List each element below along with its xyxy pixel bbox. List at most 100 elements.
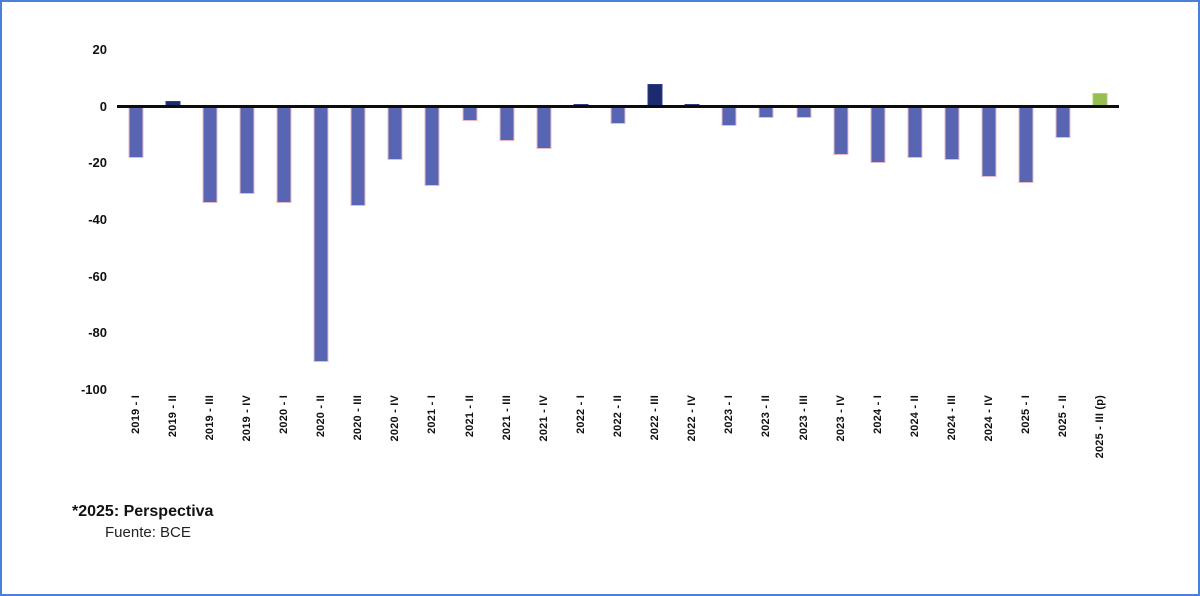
x-tick-cell: 2023 - III (785, 395, 822, 495)
bar (944, 106, 960, 161)
y-tick-label: -20 (88, 155, 107, 171)
bar-column (822, 50, 859, 390)
x-tick-cell: 2021 - I (414, 395, 451, 495)
bar (833, 106, 849, 155)
bar-column (896, 50, 933, 390)
x-tick-label: 2020 - III (352, 395, 365, 441)
x-tick-cell: 2025 - II (1045, 395, 1082, 495)
x-tick-cell: 2019 - IV (228, 395, 265, 495)
bar-column (1082, 50, 1119, 390)
bar-column (1008, 50, 1045, 390)
bar-column (228, 50, 265, 390)
x-tick-cell: 2024 - I (859, 395, 896, 495)
x-tick-label: 2022 - II (611, 395, 624, 438)
bar-column (785, 50, 822, 390)
bar (128, 106, 144, 158)
x-tick-cell: 2021 - II (451, 395, 488, 495)
bar-column (637, 50, 674, 390)
bar (276, 106, 292, 203)
x-tick-cell: 2022 - II (599, 395, 636, 495)
x-tick-label: 2020 - IV (389, 395, 402, 442)
bar-column (414, 50, 451, 390)
bar (536, 106, 552, 150)
x-tick-label: 2025 - II (1057, 395, 1070, 438)
bar-column (859, 50, 896, 390)
x-tick-label: 2024 - II (908, 395, 921, 438)
bar-column (1045, 50, 1082, 390)
bar (424, 106, 440, 186)
bar-column (599, 50, 636, 390)
bar-chart: 20 0 -20 -40 -60 -80 -100 2019 - I 2019 - II 201… (2, 42, 1198, 495)
bar (981, 106, 997, 178)
x-tick-label: 2024 - I (871, 395, 884, 434)
bar-column (488, 50, 525, 390)
bar (1018, 106, 1034, 184)
bar-column (748, 50, 785, 390)
x-tick-cell: 2024 - II (896, 395, 933, 495)
x-tick-cell: 2024 - III (933, 395, 970, 495)
bar-column (191, 50, 228, 390)
bar (796, 106, 812, 118)
x-tick-label: 2019 - III (203, 395, 216, 441)
bar (387, 106, 403, 161)
bar-column (377, 50, 414, 390)
bar (499, 106, 515, 141)
bar-column (154, 50, 191, 390)
x-tick-cell: 2019 - III (191, 395, 228, 495)
bar (239, 106, 255, 195)
x-tick-cell: 2020 - IV (377, 395, 414, 495)
bar-column (674, 50, 711, 390)
x-tick-label: 2021 - I (426, 395, 439, 434)
x-tick-label: 2022 - I (574, 395, 587, 434)
x-tick-label: 2023 - III (797, 395, 810, 441)
x-tick-cell: 2025 - III (p) (1082, 395, 1119, 495)
bar (870, 106, 886, 164)
x-tick-cell: 2022 - I (562, 395, 599, 495)
x-tick-cell: 2021 - IV (525, 395, 562, 495)
bar (350, 106, 366, 206)
bar (721, 106, 737, 127)
x-tick-label: 2023 - II (760, 395, 773, 438)
x-axis-line (117, 105, 1119, 109)
x-tick-cell: 2023 - II (748, 395, 785, 495)
x-tick-cell: 2019 - I (117, 395, 154, 495)
x-tick-cell: 2021 - III (488, 395, 525, 495)
x-tick-cell: 2025 - I (1008, 395, 1045, 495)
x-tick-cell: 2019 - II (154, 395, 191, 495)
x-tick-cell: 2024 - IV (971, 395, 1008, 495)
bar-column (711, 50, 748, 390)
x-tick-cell: 2020 - I (265, 395, 302, 495)
x-tick-label: 2020 - I (277, 395, 290, 434)
x-tick-label: 2021 - III (500, 395, 513, 441)
bar (758, 106, 774, 118)
x-tick-label: 2019 - IV (240, 395, 253, 442)
bar-column (265, 50, 302, 390)
bar-column (933, 50, 970, 390)
y-tick-label: -40 (88, 212, 107, 227)
bar (1055, 106, 1071, 138)
footnote-perspectiva: *2025: Perspectiva (72, 503, 214, 520)
y-tick-label: 20 (92, 42, 107, 57)
x-tick-cell: 2020 - II (303, 395, 340, 495)
x-axis-labels: 2019 - I 2019 - II 2019 - III 2019 - IV 2020… (117, 395, 1119, 495)
plot-area (117, 50, 1119, 390)
x-tick-label: 2023 - I (723, 395, 736, 434)
x-axis-spacer (2, 395, 117, 495)
bar (202, 106, 218, 203)
x-tick-label: 2025 - III (p) (1094, 395, 1107, 459)
x-tick-label: 2021 - II (463, 395, 476, 438)
x-tick-label: 2024 - III (945, 395, 958, 441)
y-tick-label: -80 (88, 325, 107, 341)
x-tick-cell: 2023 - I (711, 395, 748, 495)
y-axis: 20 0 -20 -40 -60 -80 -100 (2, 42, 117, 397)
bar-column (525, 50, 562, 390)
bar (313, 106, 329, 362)
bar (610, 106, 626, 124)
bar-column (451, 50, 488, 390)
x-tick-cell: 2022 - IV (674, 395, 711, 495)
x-tick-cell: 2023 - IV (822, 395, 859, 495)
x-tick-label: 2022 - IV (686, 395, 699, 442)
x-tick-label: 2019 - I (129, 395, 142, 434)
bar-column (117, 50, 154, 390)
